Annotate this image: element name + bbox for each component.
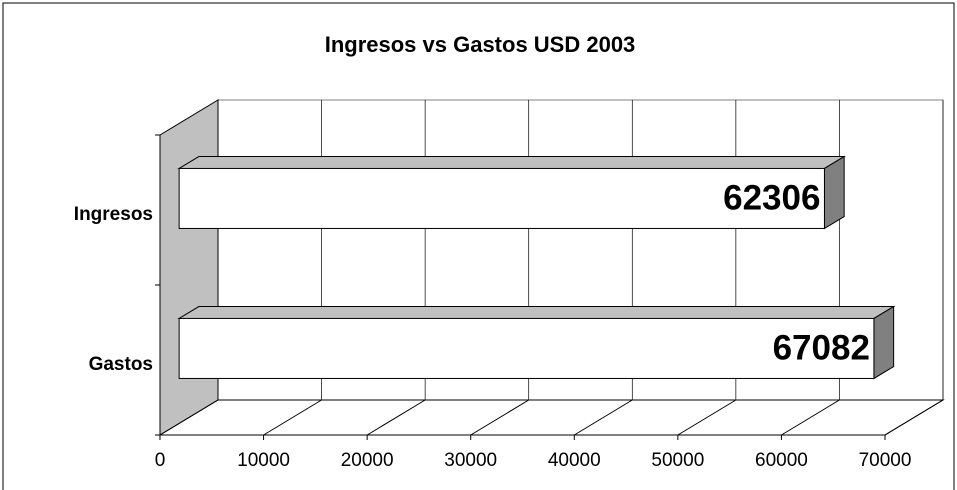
x-tick-label: 0: [155, 450, 166, 471]
floor-grid-line: [470, 399, 529, 436]
floor-grid-line: [781, 399, 840, 436]
bar-side: [873, 305, 895, 380]
y-tick-label: Gastos: [89, 354, 153, 375]
floor-grid-line: [263, 399, 322, 436]
y-tick-label: Ingresos: [74, 204, 153, 225]
x-tick-label: 20000: [341, 450, 394, 471]
bar-top: [177, 156, 846, 169]
value-label: 62306: [723, 179, 820, 218]
floor-grid-line: [366, 399, 426, 436]
x-tick-label: 60000: [755, 450, 808, 471]
floor-grid-line: [677, 399, 737, 436]
bar: [178, 317, 875, 379]
x-tick-label: 70000: [859, 450, 912, 471]
value-label: 67082: [773, 329, 870, 368]
bar-side: [823, 155, 845, 230]
chart-title: Ingresos vs Gastos USD 2003: [325, 32, 636, 57]
floor-grid-line: [884, 399, 944, 436]
floor-grid-line: [159, 399, 219, 436]
floor: [158, 399, 945, 436]
x-tick-label: 10000: [237, 450, 290, 471]
bar: [178, 167, 825, 229]
x-tick-label: 30000: [444, 450, 497, 471]
x-tick-label: 50000: [651, 450, 704, 471]
side-wall: [159, 99, 219, 436]
bar-top: [177, 306, 896, 319]
x-tick-label: 40000: [548, 450, 601, 471]
floor-grid-line: [574, 399, 633, 436]
